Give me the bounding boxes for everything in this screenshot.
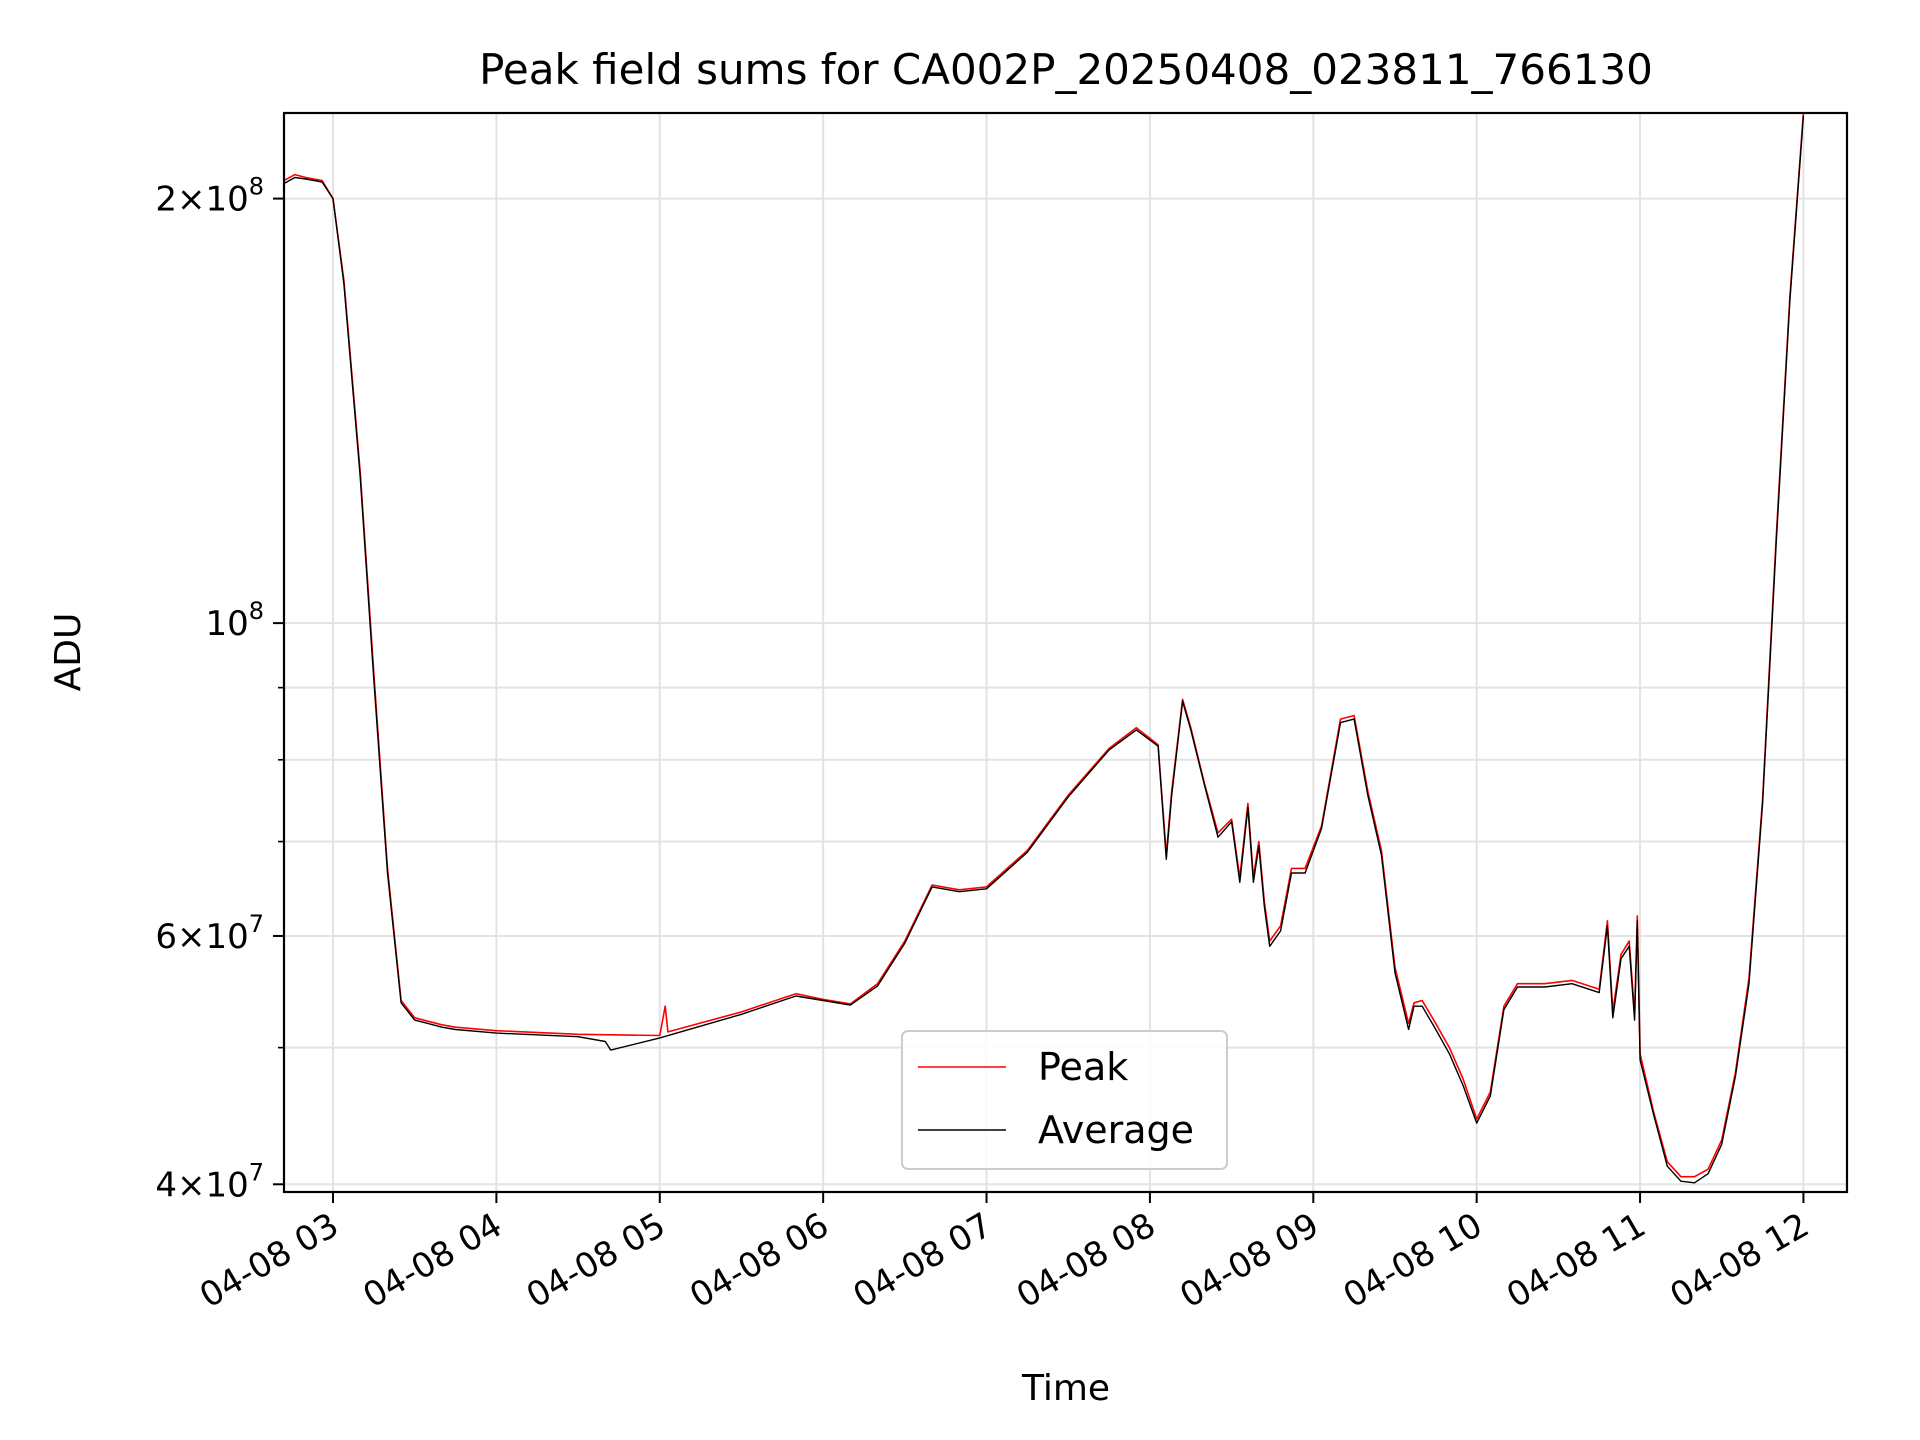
- plot-frame: [282, 111, 1849, 1194]
- legend: Peak Average: [901, 1030, 1228, 1170]
- series-line-average: [284, 115, 1805, 1184]
- y-tick-label: 2×108: [155, 173, 264, 220]
- chart-title: Peak field sums for CA002P_20250408_0238…: [479, 45, 1653, 94]
- x-axis-label: Time: [1021, 1368, 1110, 1409]
- y-tick-label: 4×107: [155, 1158, 264, 1205]
- legend-label-average: Average: [1038, 1108, 1194, 1152]
- legend-box: [901, 1030, 1228, 1170]
- legend-label-peak: Peak: [1038, 1045, 1128, 1089]
- y-axis-label: ADU: [48, 613, 89, 692]
- y-axis: 4×107 6×107 108 2×108: [155, 173, 284, 1205]
- series-layer: [284, 113, 1805, 1184]
- y-tick-label: 6×107: [155, 910, 264, 957]
- y-tick-label: 108: [205, 597, 264, 644]
